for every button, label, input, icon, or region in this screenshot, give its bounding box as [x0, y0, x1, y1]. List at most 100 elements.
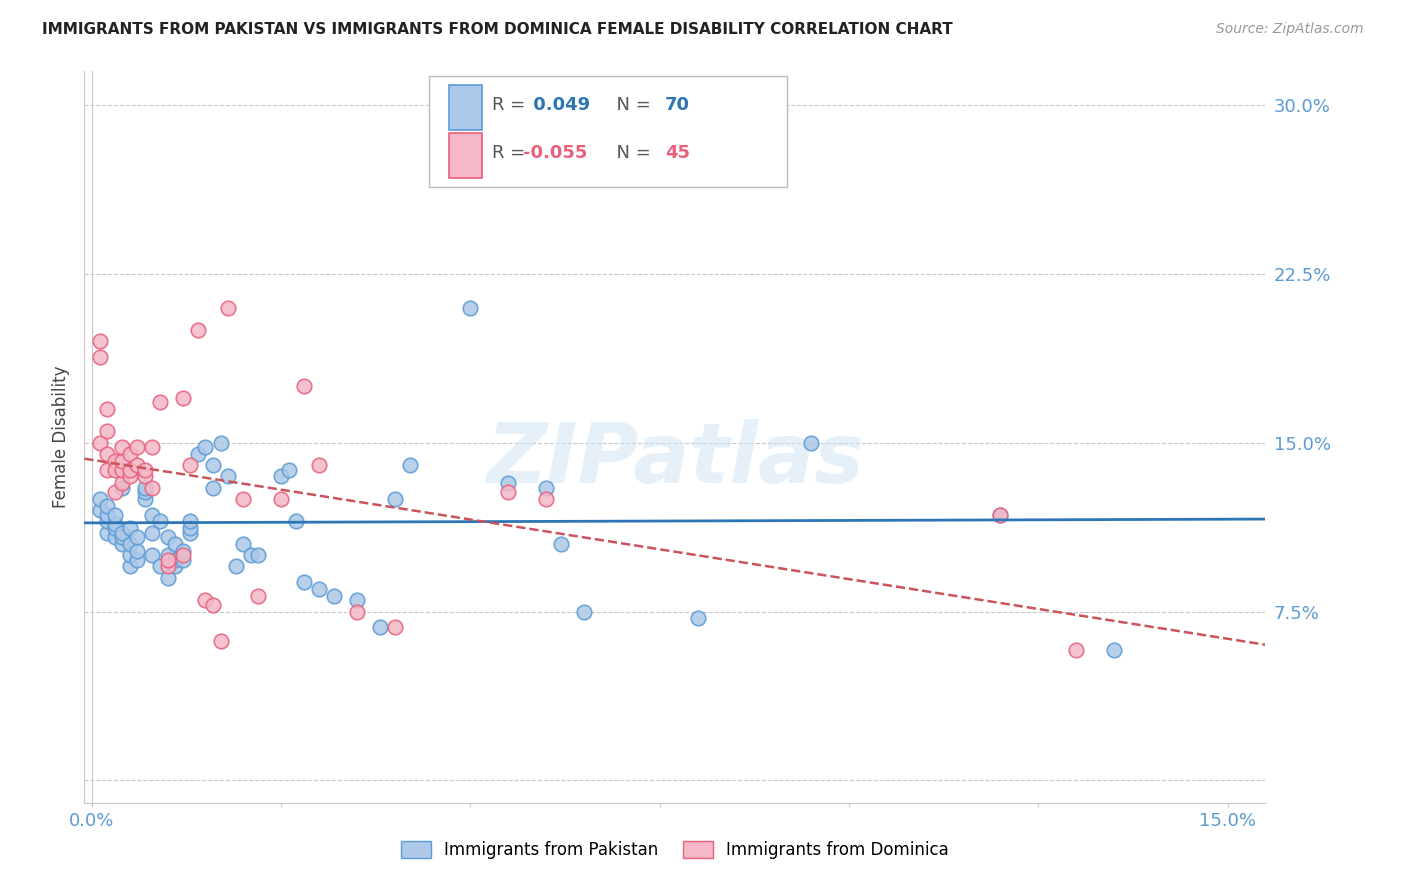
Point	[96, 447, 118, 461]
Point	[239, 548, 262, 562]
Point	[111, 525, 134, 540]
Point	[149, 515, 172, 529]
Point	[118, 463, 141, 477]
Point	[111, 530, 134, 544]
Point	[270, 469, 292, 483]
Point	[217, 301, 239, 315]
Point	[127, 543, 149, 558]
Point	[118, 521, 141, 535]
Point	[179, 525, 201, 540]
Point	[134, 481, 156, 495]
Point	[800, 435, 823, 450]
Point	[460, 301, 482, 315]
Point	[111, 463, 134, 477]
Text: IMMIGRANTS FROM PAKISTAN VS IMMIGRANTS FROM DOMINICA FEMALE DISABILITY CORRELATI: IMMIGRANTS FROM PAKISTAN VS IMMIGRANTS F…	[42, 22, 953, 37]
Point	[292, 575, 315, 590]
Legend: Immigrants from Pakistan, Immigrants from Dominica: Immigrants from Pakistan, Immigrants fro…	[392, 833, 957, 868]
Text: N =: N =	[605, 95, 657, 113]
Point	[89, 435, 111, 450]
Point	[217, 469, 239, 483]
Point	[686, 611, 709, 625]
Point	[118, 447, 141, 461]
Point	[194, 593, 217, 607]
Point	[141, 548, 163, 562]
Text: 70: 70	[665, 95, 690, 113]
Point	[118, 548, 141, 562]
Point	[165, 537, 187, 551]
Point	[194, 440, 217, 454]
Point	[156, 571, 179, 585]
Point	[550, 537, 572, 551]
Point	[368, 620, 391, 634]
Point	[89, 350, 111, 364]
Point	[141, 525, 163, 540]
Point	[172, 548, 194, 562]
Point	[187, 447, 209, 461]
Point	[172, 553, 194, 567]
Point	[384, 491, 406, 506]
Text: N =: N =	[605, 144, 657, 161]
Point	[323, 589, 346, 603]
Point	[141, 481, 163, 495]
Point	[134, 469, 156, 483]
Point	[232, 537, 254, 551]
Point	[104, 508, 127, 522]
Point	[134, 491, 156, 506]
Point	[111, 453, 134, 467]
Point	[156, 559, 179, 574]
Point	[990, 508, 1012, 522]
Point	[1102, 642, 1125, 657]
Point	[498, 485, 520, 500]
Point	[149, 395, 172, 409]
Text: Source: ZipAtlas.com: Source: ZipAtlas.com	[1216, 22, 1364, 37]
Point	[346, 593, 368, 607]
Point	[1064, 642, 1087, 657]
Point	[104, 463, 127, 477]
Point	[134, 485, 156, 500]
Text: -0.055: -0.055	[523, 144, 588, 161]
Point	[104, 485, 127, 500]
Point	[127, 530, 149, 544]
Point	[156, 548, 179, 562]
Point	[209, 435, 232, 450]
Point	[104, 521, 127, 535]
Point	[118, 559, 141, 574]
Point	[156, 553, 179, 567]
Point	[118, 469, 141, 483]
Point	[534, 491, 557, 506]
Point	[172, 391, 194, 405]
Point	[247, 589, 270, 603]
Point	[247, 548, 270, 562]
Point	[141, 440, 163, 454]
Point	[89, 334, 111, 349]
Point	[179, 515, 201, 529]
Point	[292, 379, 315, 393]
Point	[89, 491, 111, 506]
Point	[285, 515, 308, 529]
Point	[111, 476, 134, 491]
Point	[202, 598, 225, 612]
Point	[270, 491, 292, 506]
Point	[127, 553, 149, 567]
Point	[104, 516, 127, 531]
Point	[399, 458, 422, 473]
Point	[104, 453, 127, 467]
Point	[202, 458, 225, 473]
Point	[444, 143, 467, 157]
Point	[232, 491, 254, 506]
Point	[346, 605, 368, 619]
Text: 45: 45	[665, 144, 690, 161]
Point	[165, 553, 187, 567]
Text: R =: R =	[492, 144, 531, 161]
Point	[572, 605, 595, 619]
Point	[134, 463, 156, 477]
Point	[498, 476, 520, 491]
Point	[990, 508, 1012, 522]
Point	[127, 440, 149, 454]
Point	[96, 515, 118, 529]
Point	[96, 463, 118, 477]
Point	[141, 508, 163, 522]
Point	[118, 537, 141, 551]
Point	[179, 458, 201, 473]
Point	[96, 525, 118, 540]
